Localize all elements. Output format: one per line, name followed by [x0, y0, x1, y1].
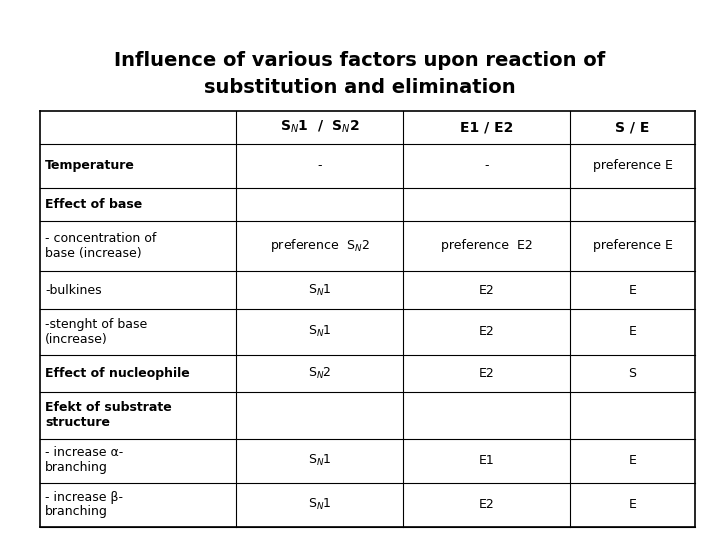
Text: E2: E2 [479, 284, 495, 296]
Text: preference E: preference E [593, 159, 672, 172]
Text: - increase α-
branching: - increase α- branching [45, 447, 124, 475]
Text: E: E [629, 498, 636, 511]
Text: S$_{N}$2: S$_{N}$2 [308, 366, 331, 381]
Text: S$_{N}$1: S$_{N}$1 [308, 453, 331, 468]
Text: -bulkines: -bulkines [45, 284, 102, 296]
Text: S$_{N}$1: S$_{N}$1 [308, 282, 331, 298]
Text: Temperature: Temperature [45, 159, 135, 172]
Text: S$_{N}$1: S$_{N}$1 [308, 324, 331, 339]
Text: preference  S$_{N}$2: preference S$_{N}$2 [270, 238, 369, 254]
Text: E2: E2 [479, 498, 495, 511]
Text: E2: E2 [479, 367, 495, 380]
Text: E2: E2 [479, 325, 495, 338]
Text: Effect of nucleophile: Effect of nucleophile [45, 367, 190, 380]
Text: substitution and elimination: substitution and elimination [204, 78, 516, 97]
Text: - increase β-
branching: - increase β- branching [45, 490, 123, 518]
Text: preference E: preference E [593, 240, 672, 253]
Text: -stenght of base
(increase): -stenght of base (increase) [45, 318, 148, 346]
Text: -: - [318, 159, 322, 172]
Text: Influence of various factors upon reaction of: Influence of various factors upon reacti… [114, 51, 606, 70]
Text: S$_{N}$1: S$_{N}$1 [308, 497, 331, 512]
Text: E: E [629, 325, 636, 338]
Text: E: E [629, 454, 636, 467]
Text: S$_{N}$1  /  S$_{N}$2: S$_{N}$1 / S$_{N}$2 [279, 119, 360, 136]
Text: - concentration of
base (increase): - concentration of base (increase) [45, 232, 157, 260]
Text: Efekt of substrate
structure: Efekt of substrate structure [45, 401, 172, 429]
Text: S / E: S / E [616, 120, 649, 134]
Text: Effect of base: Effect of base [45, 198, 143, 211]
Text: S: S [629, 367, 636, 380]
Text: preference  E2: preference E2 [441, 240, 533, 253]
Text: E1: E1 [479, 454, 495, 467]
Text: E1 / E2: E1 / E2 [460, 120, 513, 134]
Text: -: - [485, 159, 489, 172]
Text: E: E [629, 284, 636, 296]
